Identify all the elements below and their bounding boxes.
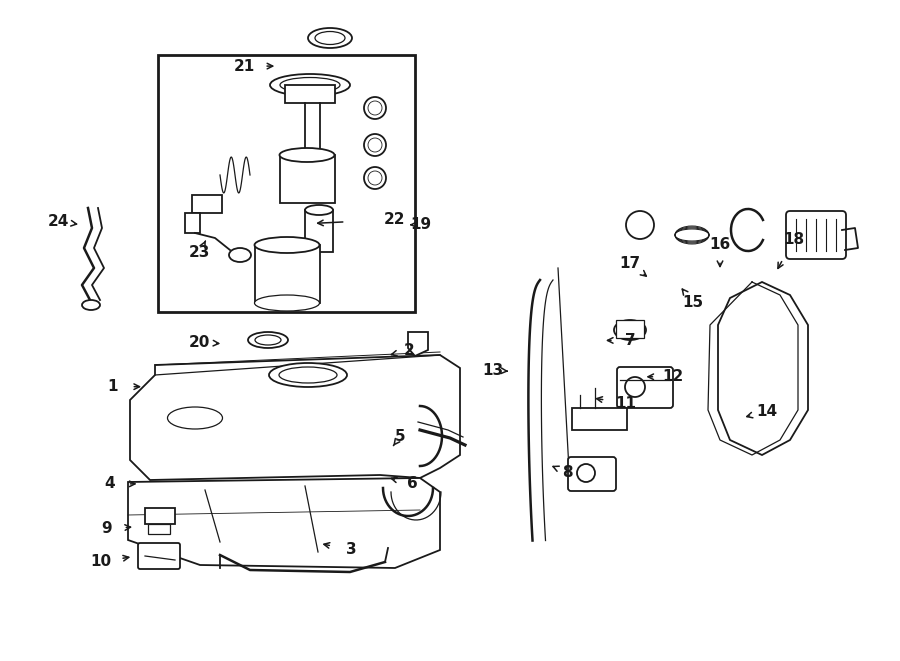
Text: 23: 23 (189, 245, 211, 260)
Text: 22: 22 (383, 212, 405, 227)
Text: 7: 7 (625, 333, 635, 348)
Ellipse shape (308, 28, 352, 48)
Text: 13: 13 (482, 363, 504, 377)
Ellipse shape (614, 320, 646, 340)
Text: 20: 20 (189, 335, 211, 350)
Bar (285, 85, 335, 103)
Circle shape (364, 167, 386, 189)
Bar (280, 155, 335, 203)
FancyBboxPatch shape (786, 211, 846, 259)
Ellipse shape (255, 237, 320, 253)
Bar (616, 320, 644, 338)
Ellipse shape (305, 205, 333, 215)
Text: 9: 9 (101, 522, 112, 536)
Circle shape (626, 211, 654, 239)
Ellipse shape (270, 74, 350, 96)
Circle shape (368, 138, 382, 152)
Circle shape (577, 464, 595, 482)
Bar (572, 408, 627, 430)
Text: 5: 5 (395, 429, 406, 444)
Ellipse shape (269, 363, 347, 387)
Ellipse shape (315, 32, 345, 44)
Text: 16: 16 (709, 237, 731, 252)
Circle shape (368, 171, 382, 185)
Ellipse shape (82, 300, 100, 310)
Bar (185, 213, 200, 233)
Bar (192, 195, 222, 213)
Text: 21: 21 (234, 59, 256, 73)
Text: 15: 15 (682, 295, 704, 310)
Circle shape (368, 101, 382, 115)
Ellipse shape (255, 295, 320, 311)
Ellipse shape (280, 77, 340, 93)
Polygon shape (718, 282, 808, 455)
Bar (255, 245, 320, 303)
Ellipse shape (248, 332, 288, 348)
Text: 4: 4 (104, 477, 115, 491)
Circle shape (364, 134, 386, 156)
Ellipse shape (279, 367, 337, 383)
Text: 1: 1 (107, 379, 118, 394)
Ellipse shape (167, 407, 222, 429)
FancyBboxPatch shape (568, 457, 616, 491)
Text: 3: 3 (346, 543, 356, 557)
Bar (158, 55, 415, 312)
Text: 14: 14 (756, 404, 778, 418)
Text: 18: 18 (783, 232, 805, 247)
Text: 6: 6 (407, 477, 418, 491)
Text: 12: 12 (662, 369, 684, 384)
FancyBboxPatch shape (138, 543, 180, 569)
Polygon shape (130, 355, 460, 480)
Polygon shape (128, 478, 440, 568)
Text: 10: 10 (90, 555, 112, 569)
Bar (145, 508, 175, 524)
Circle shape (364, 97, 386, 119)
Text: 24: 24 (48, 214, 69, 229)
Text: 11: 11 (615, 396, 636, 410)
Text: 2: 2 (404, 343, 415, 358)
Text: 8: 8 (562, 465, 572, 480)
Bar (305, 210, 333, 252)
Text: 17: 17 (619, 256, 641, 270)
Ellipse shape (229, 248, 251, 262)
Ellipse shape (621, 324, 639, 336)
Ellipse shape (280, 148, 335, 162)
Bar (148, 524, 170, 534)
Text: 19: 19 (410, 217, 432, 232)
Polygon shape (408, 332, 428, 356)
Ellipse shape (255, 335, 281, 345)
FancyBboxPatch shape (617, 367, 673, 408)
Circle shape (625, 377, 645, 397)
